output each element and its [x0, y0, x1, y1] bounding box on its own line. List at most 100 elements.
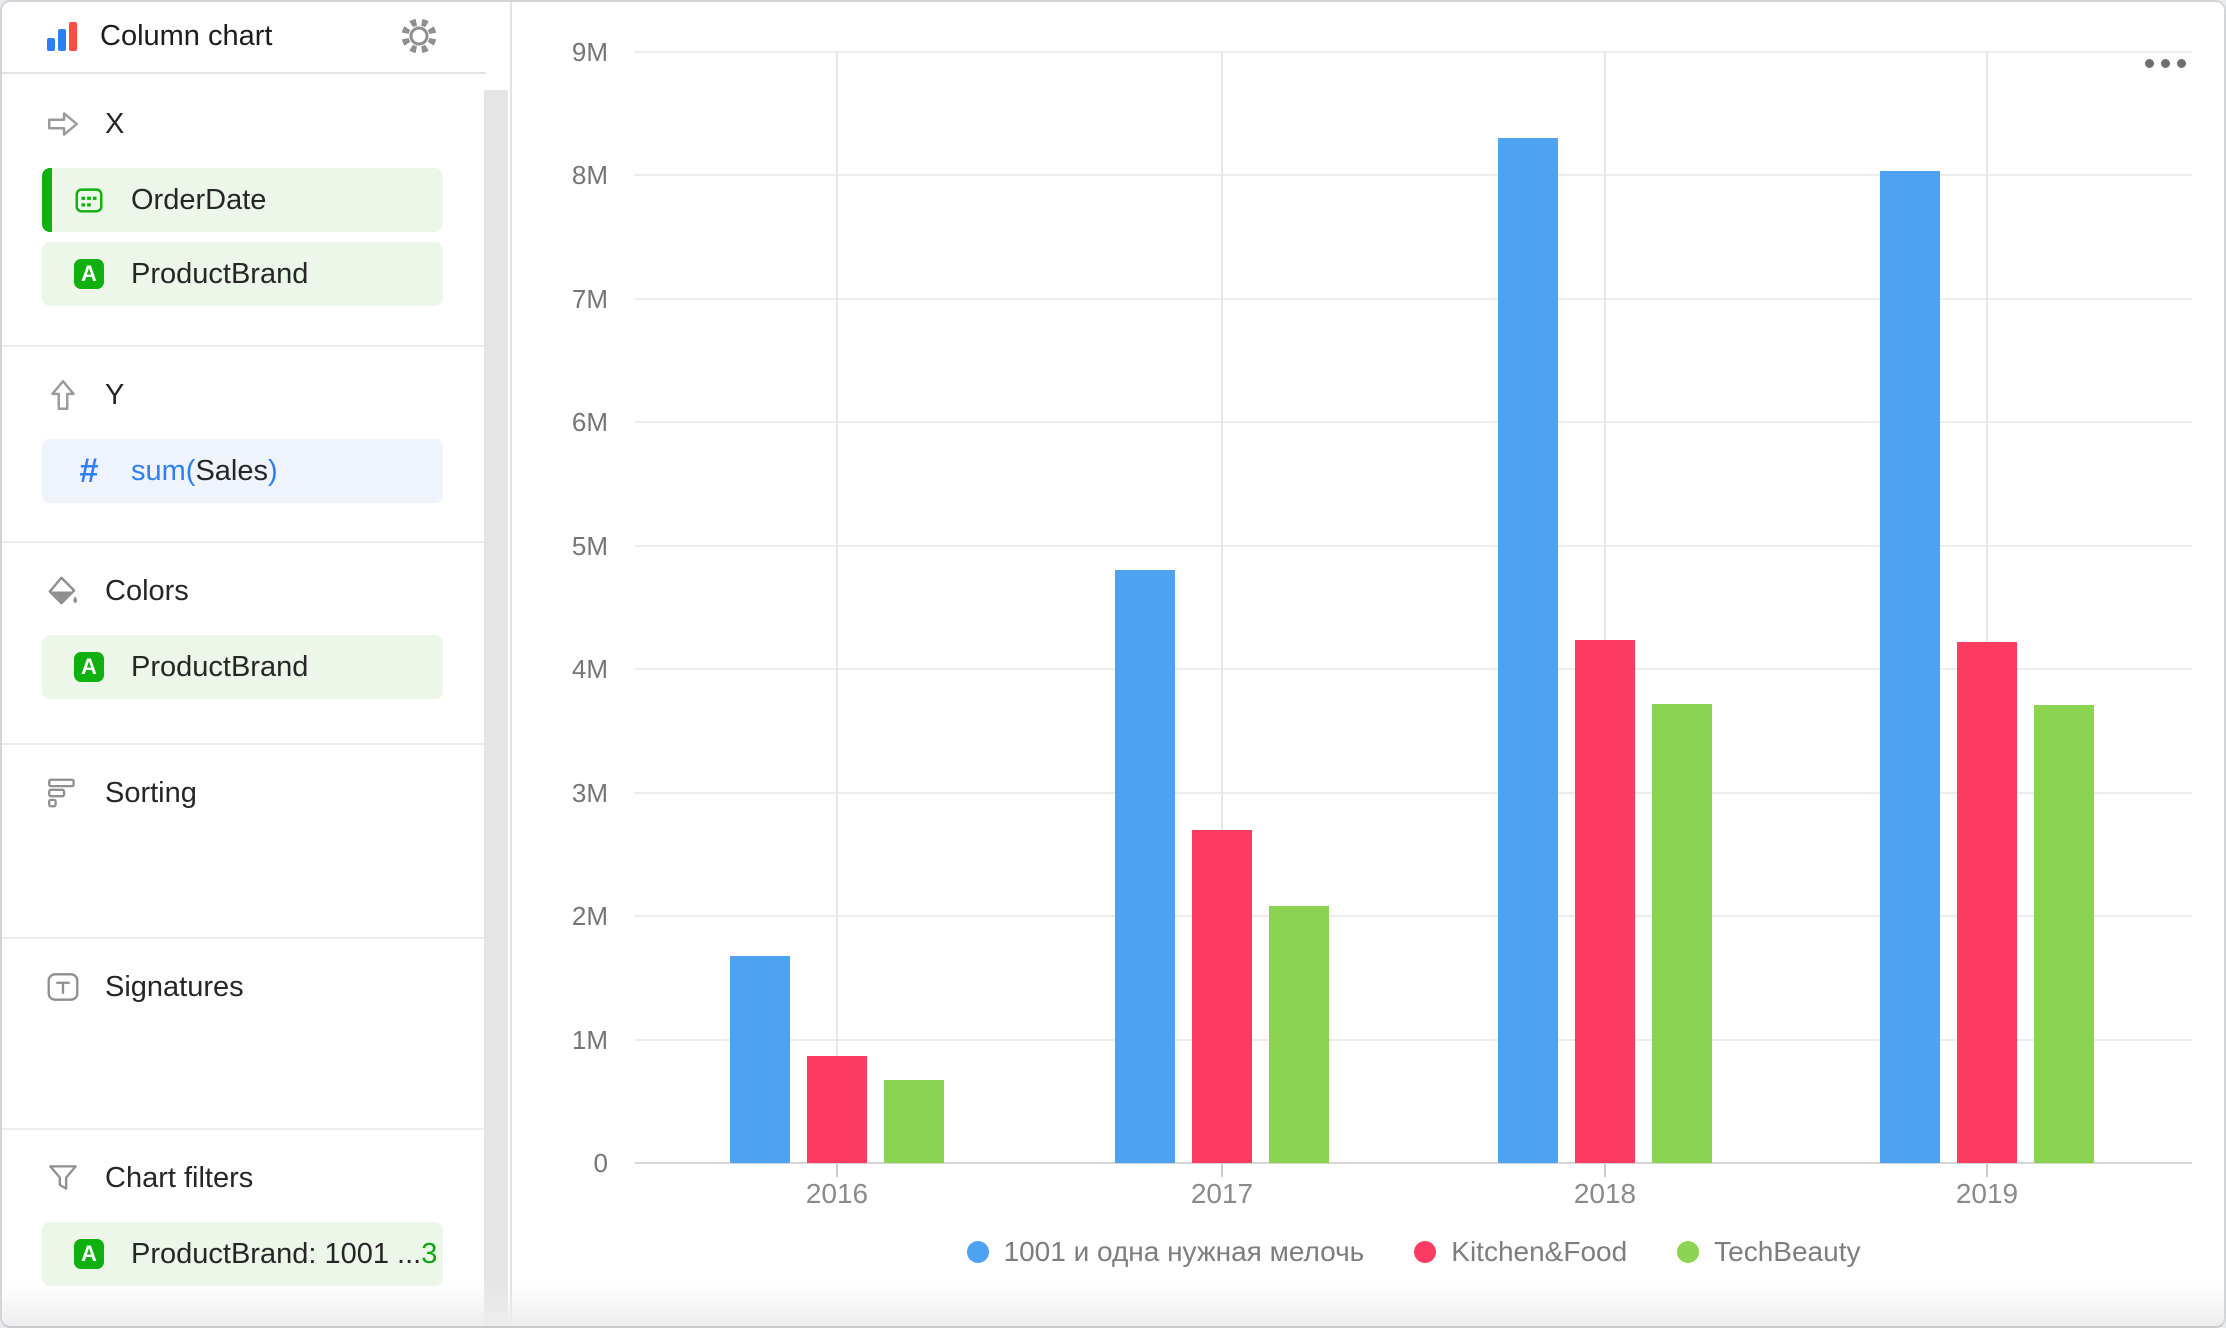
field-item-x[interactable]: OrderDate [42, 168, 443, 232]
section-label-sorting: Sorting [105, 776, 197, 809]
gridline-y [635, 51, 2192, 53]
section-label-y: Y [105, 378, 125, 411]
legend-label: 1001 и одна нужная мелочь [1003, 1236, 1365, 1267]
section-header-signatures: Signatures [0, 963, 486, 1011]
field-label: ProductBrand: 1001 ... [131, 1237, 422, 1270]
section-header-y: Y [0, 371, 486, 419]
y-axis-label: 7M [571, 283, 608, 314]
dot [2160, 58, 2170, 68]
section-label-colors: Colors [105, 574, 189, 607]
gridline-y [635, 421, 2192, 424]
paint-bucket-icon [45, 573, 81, 609]
section-filters: Chart filters A ProductBrand: 1001 ... 3 [0, 1130, 486, 1328]
y-axis-label: 0 [593, 1148, 608, 1178]
hash-glyph: # [79, 452, 99, 490]
legend-dot [1414, 1241, 1437, 1263]
chart-legend: 1001 и одна нужная мелочь Kitchen&Food Tec… [635, 1236, 2192, 1268]
column-bar-2019-s2[interactable] [1957, 642, 2017, 1163]
sidebar-sections: X OrderDate A ProductBrand Y # sum(Sales) Color… [0, 76, 486, 1328]
gridline-x [1604, 52, 1606, 1163]
field-item-y[interactable]: # sum(Sales) [42, 439, 443, 503]
section-header-colors: Colors [0, 567, 486, 615]
y-axis-label: 9M [571, 37, 608, 67]
legend-item[interactable]: 1001 и одна нужная мелочь [966, 1236, 1365, 1268]
y-axis-label: 3M [571, 777, 608, 808]
funnel-icon [45, 1160, 81, 1196]
dot [2144, 58, 2154, 68]
gridline-y [635, 915, 2192, 918]
field-item-filters[interactable]: A ProductBrand: 1001 ... 3 [42, 1222, 443, 1286]
field-label: OrderDate [131, 183, 267, 216]
gridline-y [635, 668, 2192, 671]
field-label: sum(Sales) [131, 454, 278, 487]
letter-a-icon: A [73, 1238, 105, 1270]
gridline-y [635, 174, 2192, 177]
x-axis-tick [1604, 1164, 1606, 1177]
calendar-icon [73, 184, 105, 216]
section-header-filters: Chart filters [0, 1154, 486, 1202]
gridline-x [1221, 52, 1223, 1163]
filter-count-badge: 3 [421, 1237, 438, 1270]
x-axis-label: 2019 [1955, 1178, 2019, 1209]
column-bar-2018-s3[interactable] [1652, 704, 1712, 1163]
section-label-signatures: Signatures [105, 970, 244, 1003]
column-bar-2017-s1[interactable] [1115, 570, 1175, 1163]
section-sorting: Sorting [0, 745, 486, 939]
field-label: ProductBrand [131, 650, 309, 683]
chart-config-sidebar: Column chart X OrderDate A ProductBrand Y # su… [0, 0, 512, 1328]
chart-more-menu-button[interactable] [2141, 48, 2189, 78]
legend-item[interactable]: Kitchen&Food [1414, 1236, 1627, 1268]
field-item-x[interactable]: A ProductBrand [42, 242, 443, 306]
column-bar-2018-s1[interactable] [1498, 138, 1558, 1163]
section-y: Y # sum(Sales) [0, 347, 486, 543]
chart-settings-button[interactable] [398, 15, 440, 57]
column-bar-2017-s2[interactable] [1192, 830, 1252, 1163]
active-stripe [42, 168, 52, 232]
sidebar-scrollbar[interactable] [484, 90, 508, 1325]
column-bar-2018-s2[interactable] [1575, 640, 1635, 1163]
letter-a-icon: A [73, 258, 105, 290]
section-colors: Colors A ProductBrand [0, 543, 486, 745]
y-axis-label: 6M [571, 407, 608, 438]
legend-label: Kitchen&Food [1451, 1236, 1628, 1267]
gridline-y [635, 791, 2192, 794]
letter-a-icon: A [73, 651, 105, 683]
gridline-x [836, 52, 838, 1163]
gridline-y [635, 297, 2192, 300]
section-header-sorting: Sorting [0, 769, 486, 817]
x-axis-tick [1986, 1164, 1988, 1177]
chart-type-title: Column chart [100, 19, 273, 52]
hash-icon: # [73, 452, 105, 490]
sort-bars-icon [45, 775, 81, 811]
dot [2176, 58, 2186, 68]
y-axis-label: 5M [571, 530, 608, 561]
section-label-filters: Chart filters [105, 1161, 254, 1194]
gridline-y [635, 544, 2192, 547]
column-bar-2016-s1[interactable] [730, 956, 790, 1163]
gridline-y [635, 1162, 2192, 1164]
arrow-right-icon [45, 106, 81, 142]
section-header-x: X [0, 100, 486, 148]
legend-dot [966, 1241, 989, 1263]
legend-label: TechBeauty [1714, 1236, 1861, 1267]
field-item-colors[interactable]: A ProductBrand [42, 635, 443, 699]
column-bar-2016-s3[interactable] [884, 1080, 944, 1163]
letter-a-glyph: A [74, 652, 104, 682]
letter-a-glyph: A [74, 259, 104, 289]
column-bar-2019-s3[interactable] [2034, 705, 2094, 1163]
text-t-icon [45, 969, 81, 1005]
column-bar-2017-s3[interactable] [1269, 906, 1329, 1163]
legend-dot [1677, 1241, 1700, 1263]
section-signatures: Signatures [0, 939, 486, 1130]
chart-pane: 9M 8M 7M 6M 5M 4M 3M 2M 1M 0 2016 2017 2018 2019 1001… [514, 0, 2226, 1328]
y-axis-label: 4M [571, 654, 608, 685]
gridline-x [1986, 52, 1988, 1163]
x-axis-tick [1221, 1164, 1223, 1177]
letter-a-glyph: A [74, 1239, 104, 1269]
sidebar-header: Column chart [0, 0, 486, 74]
legend-item[interactable]: TechBeauty [1677, 1236, 1860, 1268]
column-bar-2016-s2[interactable] [807, 1056, 867, 1163]
column-bar-2019-s1[interactable] [1880, 171, 1940, 1163]
field-label: ProductBrand [131, 257, 309, 290]
